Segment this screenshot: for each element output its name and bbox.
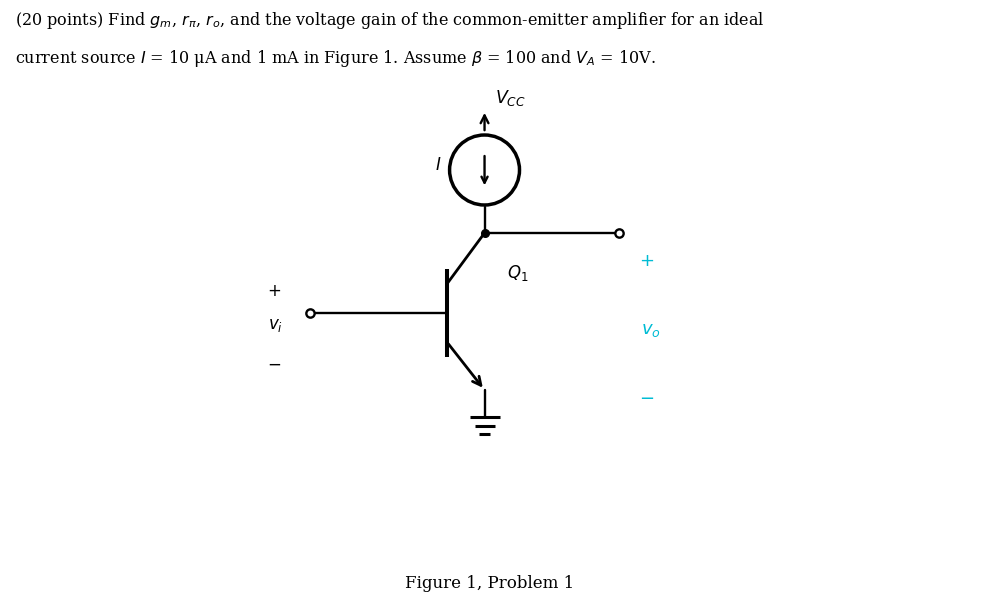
Text: $I$: $I$ (436, 157, 441, 174)
Text: $V_{CC}$: $V_{CC}$ (494, 88, 526, 108)
Text: $v_i$: $v_i$ (268, 318, 283, 335)
Text: −: − (640, 390, 654, 408)
Text: current source $I$ = 10 μA and 1 mA in Figure 1. Assume $\beta$ = 100 and $V_A$ : current source $I$ = 10 μA and 1 mA in F… (15, 48, 655, 69)
Text: $Q_1$: $Q_1$ (506, 263, 528, 283)
Text: −: − (268, 356, 282, 374)
Text: +: + (640, 252, 654, 270)
Text: +: + (268, 282, 282, 300)
Text: Figure 1, Problem 1: Figure 1, Problem 1 (405, 575, 574, 592)
Text: (20 points) Find $g_m$, $r_{\pi}$, $r_o$, and the voltage gain of the common-emi: (20 points) Find $g_m$, $r_{\pi}$, $r_o$… (15, 10, 764, 31)
Text: $v_o$: $v_o$ (642, 321, 661, 339)
